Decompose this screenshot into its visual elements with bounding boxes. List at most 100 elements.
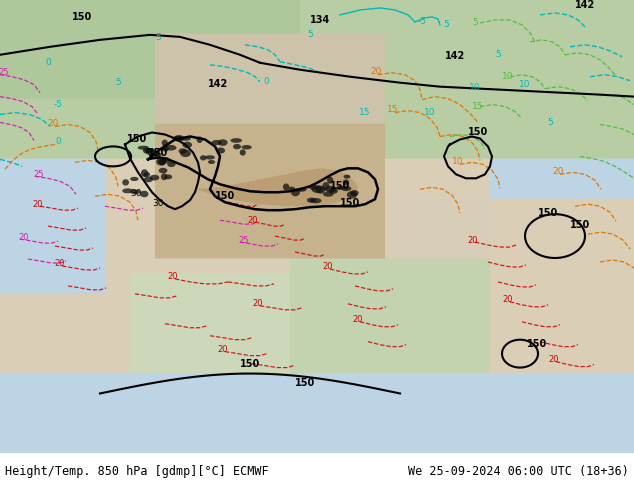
- Text: 15: 15: [359, 108, 371, 117]
- Ellipse shape: [327, 177, 333, 184]
- Text: 150: 150: [570, 220, 590, 230]
- Ellipse shape: [212, 140, 221, 145]
- Ellipse shape: [347, 191, 357, 198]
- Ellipse shape: [233, 144, 241, 149]
- Ellipse shape: [181, 137, 191, 141]
- Text: 150: 150: [330, 181, 350, 191]
- Ellipse shape: [161, 173, 167, 180]
- Ellipse shape: [291, 189, 300, 196]
- Text: 25: 25: [238, 236, 249, 245]
- Text: 5: 5: [115, 78, 121, 87]
- Text: 20: 20: [502, 295, 512, 304]
- Text: 25: 25: [33, 170, 44, 179]
- Ellipse shape: [183, 142, 192, 148]
- Text: 10: 10: [502, 72, 514, 81]
- Ellipse shape: [309, 185, 319, 190]
- Text: 0: 0: [45, 58, 51, 67]
- Ellipse shape: [163, 146, 169, 152]
- Ellipse shape: [350, 190, 359, 196]
- Text: 5: 5: [495, 50, 501, 59]
- Text: 150: 150: [72, 12, 93, 22]
- Text: 150: 150: [340, 198, 360, 208]
- Ellipse shape: [307, 197, 316, 203]
- Ellipse shape: [310, 198, 321, 203]
- Ellipse shape: [122, 179, 129, 186]
- Text: 150: 150: [468, 127, 488, 138]
- Text: 15: 15: [387, 105, 399, 114]
- Text: 20: 20: [247, 216, 257, 224]
- Ellipse shape: [296, 188, 306, 192]
- Ellipse shape: [288, 187, 295, 191]
- Ellipse shape: [167, 161, 176, 167]
- Ellipse shape: [164, 174, 172, 179]
- Ellipse shape: [323, 192, 333, 196]
- Ellipse shape: [311, 185, 323, 193]
- Ellipse shape: [208, 160, 215, 164]
- Text: 0: 0: [55, 137, 61, 147]
- Ellipse shape: [322, 182, 329, 190]
- Ellipse shape: [144, 176, 153, 182]
- Text: 150: 150: [295, 377, 315, 388]
- Text: 0: 0: [263, 77, 269, 86]
- Ellipse shape: [240, 149, 246, 156]
- Text: Height/Temp. 850 hPa [gdmp][°C] ECMWF: Height/Temp. 850 hPa [gdmp][°C] ECMWF: [5, 465, 269, 478]
- Ellipse shape: [337, 185, 344, 190]
- Text: 20: 20: [217, 345, 228, 354]
- Text: 5: 5: [472, 19, 478, 27]
- Text: 142: 142: [575, 0, 595, 10]
- Ellipse shape: [218, 139, 228, 146]
- Ellipse shape: [151, 152, 162, 157]
- Text: 30: 30: [130, 189, 141, 198]
- Polygon shape: [190, 169, 358, 206]
- Text: 20: 20: [322, 263, 332, 271]
- Ellipse shape: [342, 179, 349, 185]
- Text: 150: 150: [148, 148, 168, 158]
- Text: 150: 150: [127, 134, 147, 145]
- Ellipse shape: [156, 158, 166, 166]
- Ellipse shape: [216, 147, 225, 154]
- Text: 5: 5: [307, 30, 313, 39]
- Ellipse shape: [344, 174, 351, 179]
- Text: 5: 5: [443, 21, 449, 29]
- Text: 20: 20: [18, 233, 29, 242]
- Ellipse shape: [162, 157, 170, 163]
- Text: 20: 20: [467, 236, 477, 245]
- Ellipse shape: [150, 175, 159, 180]
- Text: 20: 20: [54, 260, 65, 269]
- Text: 150: 150: [240, 359, 260, 368]
- Text: 10: 10: [424, 108, 436, 117]
- Text: 134: 134: [310, 15, 330, 25]
- Text: 15: 15: [472, 102, 484, 111]
- Ellipse shape: [197, 137, 203, 143]
- Ellipse shape: [242, 145, 252, 149]
- Ellipse shape: [329, 188, 338, 194]
- Ellipse shape: [138, 146, 149, 150]
- Text: 20: 20: [552, 167, 564, 176]
- Text: 20: 20: [252, 299, 262, 308]
- Text: 10: 10: [519, 80, 531, 89]
- Text: 142: 142: [208, 79, 228, 89]
- Text: We 25-09-2024 06:00 UTC (18+36): We 25-09-2024 06:00 UTC (18+36): [408, 465, 629, 478]
- Text: 20: 20: [32, 200, 42, 209]
- Ellipse shape: [200, 155, 207, 160]
- Ellipse shape: [325, 186, 337, 193]
- Ellipse shape: [158, 168, 167, 173]
- Ellipse shape: [141, 169, 148, 177]
- Ellipse shape: [162, 140, 168, 146]
- Text: 30: 30: [152, 199, 164, 208]
- Ellipse shape: [130, 190, 141, 194]
- Ellipse shape: [316, 186, 325, 194]
- Text: 150: 150: [215, 191, 235, 201]
- Ellipse shape: [231, 138, 242, 143]
- Ellipse shape: [143, 147, 150, 154]
- Ellipse shape: [179, 148, 187, 154]
- Ellipse shape: [146, 148, 155, 155]
- Ellipse shape: [283, 183, 290, 191]
- Text: 20: 20: [548, 355, 559, 364]
- Text: -5: -5: [418, 18, 427, 26]
- Text: -5: -5: [53, 99, 63, 109]
- Ellipse shape: [130, 177, 139, 181]
- Ellipse shape: [172, 136, 184, 142]
- Text: 20: 20: [47, 119, 58, 128]
- Ellipse shape: [158, 160, 165, 164]
